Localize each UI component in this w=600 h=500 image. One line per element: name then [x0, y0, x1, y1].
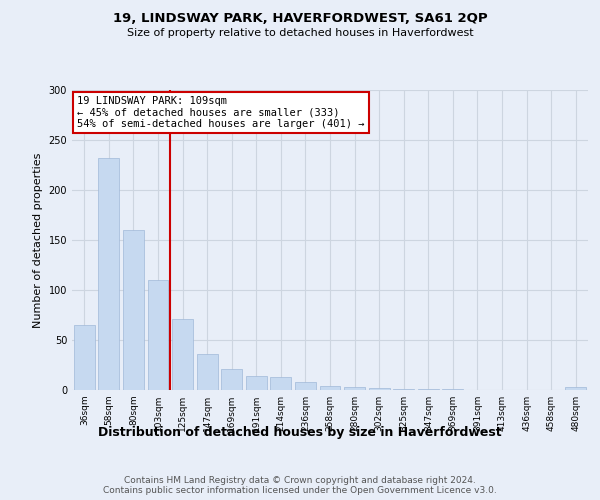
Text: Distribution of detached houses by size in Haverfordwest: Distribution of detached houses by size … — [98, 426, 502, 439]
Bar — [442, 389, 463, 390]
Bar — [418, 389, 439, 390]
Bar — [172, 319, 193, 390]
Text: 19, LINDSWAY PARK, HAVERFORDWEST, SA61 2QP: 19, LINDSWAY PARK, HAVERFORDWEST, SA61 2… — [113, 12, 487, 26]
Bar — [246, 376, 267, 390]
Bar — [221, 369, 242, 390]
Bar — [295, 382, 316, 390]
Bar — [197, 354, 218, 390]
Bar — [271, 377, 292, 390]
Bar — [393, 389, 414, 390]
Bar — [148, 280, 169, 390]
Text: 19 LINDSWAY PARK: 109sqm
← 45% of detached houses are smaller (333)
54% of semi-: 19 LINDSWAY PARK: 109sqm ← 45% of detach… — [77, 96, 365, 129]
Bar — [123, 230, 144, 390]
Bar — [98, 158, 119, 390]
Bar — [368, 388, 389, 390]
Bar — [74, 325, 95, 390]
Bar — [565, 387, 586, 390]
Bar — [320, 386, 340, 390]
Text: Contains HM Land Registry data © Crown copyright and database right 2024.
Contai: Contains HM Land Registry data © Crown c… — [103, 476, 497, 495]
Y-axis label: Number of detached properties: Number of detached properties — [33, 152, 43, 328]
Bar — [344, 387, 365, 390]
Text: Size of property relative to detached houses in Haverfordwest: Size of property relative to detached ho… — [127, 28, 473, 38]
